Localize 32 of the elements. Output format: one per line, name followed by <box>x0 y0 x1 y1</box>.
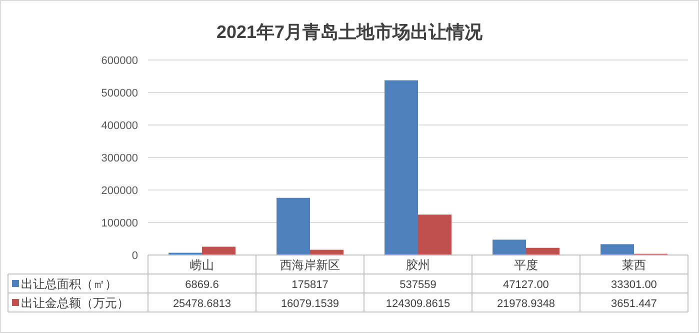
bar <box>384 80 418 255</box>
y-tick-label: 100000 <box>101 218 138 230</box>
data-label: 33301.00 <box>611 279 657 291</box>
legend-label: 出让金总额（万元） <box>21 296 129 310</box>
bar <box>202 246 236 255</box>
data-label: 3651.447 <box>611 298 657 310</box>
y-tick-label: 200000 <box>101 185 138 197</box>
legend-label: 出让总面积（㎡） <box>21 277 117 291</box>
y-tick-label: 400000 <box>101 120 138 132</box>
data-label: 537559 <box>400 279 436 291</box>
data-label: 175817 <box>292 279 328 291</box>
data-label: 124309.8615 <box>386 298 450 310</box>
bar <box>600 244 634 255</box>
bar <box>492 240 526 255</box>
data-label: 47127.00 <box>503 279 549 291</box>
x-tick-label: 平度 <box>514 258 538 272</box>
bar <box>526 248 560 255</box>
data-label: 16079.1539 <box>280 298 340 310</box>
bar <box>418 214 452 255</box>
chart-title: 2021年7月青岛土地市场出让情况 <box>216 22 484 42</box>
x-tick-label: 胶州 <box>406 258 430 272</box>
data-label: 21978.9348 <box>496 298 556 310</box>
y-tick-label: 0 <box>132 250 138 262</box>
data-label: 25478.6813 <box>172 298 232 310</box>
x-tick-label: 西海岸新区 <box>280 258 340 272</box>
y-tick-label: 300000 <box>101 152 138 164</box>
data-label: 6869.6 <box>185 279 219 291</box>
y-tick-label: 600000 <box>101 55 138 67</box>
y-tick-label: 500000 <box>101 88 138 100</box>
bar <box>276 198 310 255</box>
x-tick-label: 莱西 <box>622 258 646 272</box>
x-tick-label: 崂山 <box>190 258 214 272</box>
